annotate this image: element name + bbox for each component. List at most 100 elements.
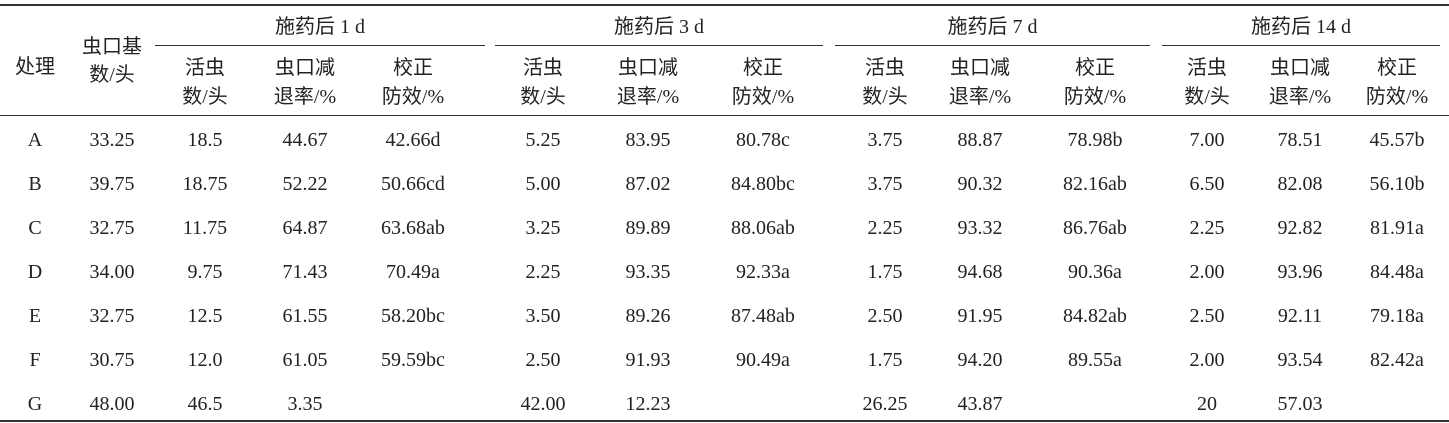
sub-header: 数/头 [182, 86, 228, 108]
cell: 80.78c [736, 129, 790, 151]
cell: 2.00 [1189, 349, 1225, 371]
cell: 26.25 [862, 393, 908, 415]
cell: 82.16ab [1063, 173, 1127, 195]
group-rule [495, 45, 823, 46]
cell: 93.32 [957, 217, 1003, 239]
sub-header: 数/头 [862, 86, 908, 108]
cell: 11.75 [182, 217, 228, 239]
cell: 2.00 [1189, 261, 1225, 283]
cell: 91.93 [625, 349, 671, 371]
sub-header: 退率/% [948, 86, 1012, 108]
cell: 87.48ab [731, 305, 795, 327]
row-label: D [27, 261, 43, 283]
row-label: B [28, 173, 42, 195]
cell: 18.75 [182, 173, 228, 195]
cell: 52.22 [282, 173, 328, 195]
cell: 33.25 [89, 129, 135, 151]
sub-header: 活虫 [1187, 57, 1227, 79]
cell: 82.08 [1277, 173, 1323, 195]
sub-header: 虫口减 [950, 57, 1010, 79]
sub-header: 校正 [1075, 57, 1115, 79]
cell: 78.98b [1067, 129, 1123, 151]
group-rule [155, 45, 485, 46]
sub-header: 虫口减 [618, 57, 678, 79]
sub-header: 活虫 [865, 57, 905, 79]
cell: 48.00 [89, 393, 135, 415]
cell: 9.75 [187, 261, 223, 283]
cell: 2.50 [1189, 305, 1225, 327]
sub-header: 防效/% [1365, 86, 1429, 108]
cell: 20 [1197, 393, 1217, 415]
cell: 42.00 [520, 393, 566, 415]
cell: 3.25 [525, 217, 561, 239]
cell: 1.75 [867, 349, 903, 371]
group-header: 施药后 7 d [947, 16, 1038, 38]
cell: 78.51 [1277, 129, 1323, 151]
sub-header: 活虫 [185, 57, 225, 79]
cell: 6.50 [1189, 173, 1225, 195]
sub-header: 退率/% [1268, 86, 1332, 108]
cell: 81.91a [1370, 217, 1424, 239]
cell: 34.00 [89, 261, 135, 283]
cell: 94.68 [957, 261, 1003, 283]
cell: 84.80bc [731, 173, 795, 195]
cell: 92.82 [1277, 217, 1323, 239]
cell: 71.43 [282, 261, 328, 283]
sub-header: 校正 [393, 57, 433, 79]
cell: 58.20bc [381, 305, 445, 327]
cell: 89.55a [1068, 349, 1122, 371]
cell: 89.89 [625, 217, 671, 239]
cell: 88.06ab [731, 217, 795, 239]
group-header: 施药后 14 d [1251, 16, 1351, 38]
cell: 44.67 [282, 129, 328, 151]
header-rule [0, 115, 1449, 116]
cell: 94.20 [957, 349, 1003, 371]
cell: 61.55 [282, 305, 328, 327]
bottom-rule [0, 420, 1449, 422]
sub-header: 防效/% [381, 86, 445, 108]
row-label: C [28, 217, 42, 239]
cell: 63.68ab [381, 217, 445, 239]
cell: 90.36a [1068, 261, 1122, 283]
cell: 32.75 [89, 305, 135, 327]
cell: 59.59bc [381, 349, 445, 371]
group-rule [1162, 45, 1440, 46]
cell: 3.75 [867, 129, 903, 151]
cell: 90.49a [736, 349, 790, 371]
cell: 12.0 [187, 349, 223, 371]
cell: 93.54 [1277, 349, 1323, 371]
cell: 61.05 [282, 349, 328, 371]
cell: 1.75 [867, 261, 903, 283]
sub-header: 数/头 [520, 86, 566, 108]
cell: 56.10b [1369, 173, 1425, 195]
sub-header: 防效/% [731, 86, 795, 108]
sub-header: 退率/% [273, 86, 337, 108]
group-header: 施药后 1 d [275, 16, 365, 38]
cell: 2.25 [1189, 217, 1225, 239]
cell: 90.32 [957, 173, 1003, 195]
corner-header: 处理 [15, 56, 55, 78]
cell: 30.75 [89, 349, 135, 371]
cell: 32.75 [89, 217, 135, 239]
cell: 2.50 [525, 349, 561, 371]
sub-header: 数/头 [1184, 86, 1230, 108]
cell: 86.76ab [1063, 217, 1127, 239]
cell: 2.50 [867, 305, 903, 327]
cell: 92.33a [736, 261, 790, 283]
cell: 88.87 [957, 129, 1003, 151]
cell: 3.75 [867, 173, 903, 195]
sub-header: 活虫 [523, 57, 563, 79]
row-label: F [29, 349, 41, 371]
cell: 39.75 [89, 173, 135, 195]
sub-header: 校正 [743, 57, 783, 79]
sub-header: 虫口减 [275, 57, 335, 79]
cell: 91.95 [957, 305, 1003, 327]
top-rule [0, 4, 1449, 6]
cell: 45.57b [1369, 129, 1425, 151]
row-label: G [27, 393, 43, 415]
cell: 83.95 [625, 129, 671, 151]
cell: 42.66d [385, 129, 441, 151]
base-header: 数/头 [89, 64, 135, 86]
sub-header: 虫口减 [1270, 57, 1330, 79]
cell: 87.02 [625, 173, 671, 195]
